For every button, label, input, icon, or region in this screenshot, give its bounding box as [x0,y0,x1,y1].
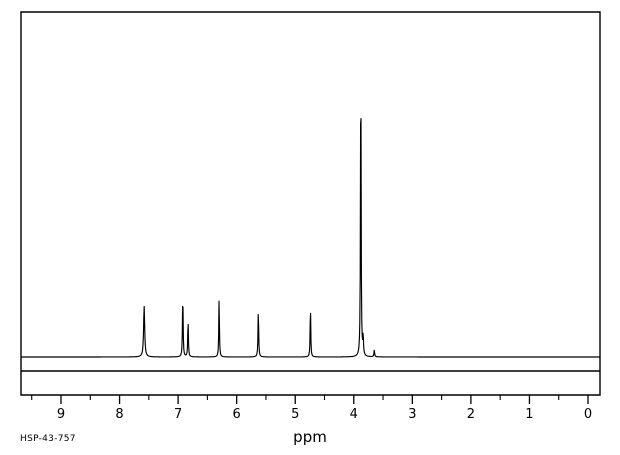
axis-tick-label-8: 8 [115,407,123,422]
axis-major-ticks [60,395,589,404]
axis-tick-label-4: 4 [350,407,358,422]
axis-minor-ticks [31,395,560,400]
axis-tick-label-2: 2 [467,407,475,422]
sample-id-label: HSP-43-757 [20,434,76,444]
axis-tick-label-5: 5 [291,407,299,422]
axis-title-ppm: ppm [293,428,327,446]
axis-tick-label-6: 6 [233,407,241,422]
axis-tick-label-0: 0 [584,407,592,422]
axis-tick-label-7: 7 [174,407,182,422]
spectrum-trace [20,117,601,358]
axis-tick-label-1: 1 [525,407,533,422]
axis-tick-labels: 9 8 7 6 5 4 3 2 1 0 [57,407,592,422]
axis-tick-label-9: 9 [57,407,65,422]
plot-frame [20,11,601,396]
axis-tick-label-3: 3 [408,407,416,422]
